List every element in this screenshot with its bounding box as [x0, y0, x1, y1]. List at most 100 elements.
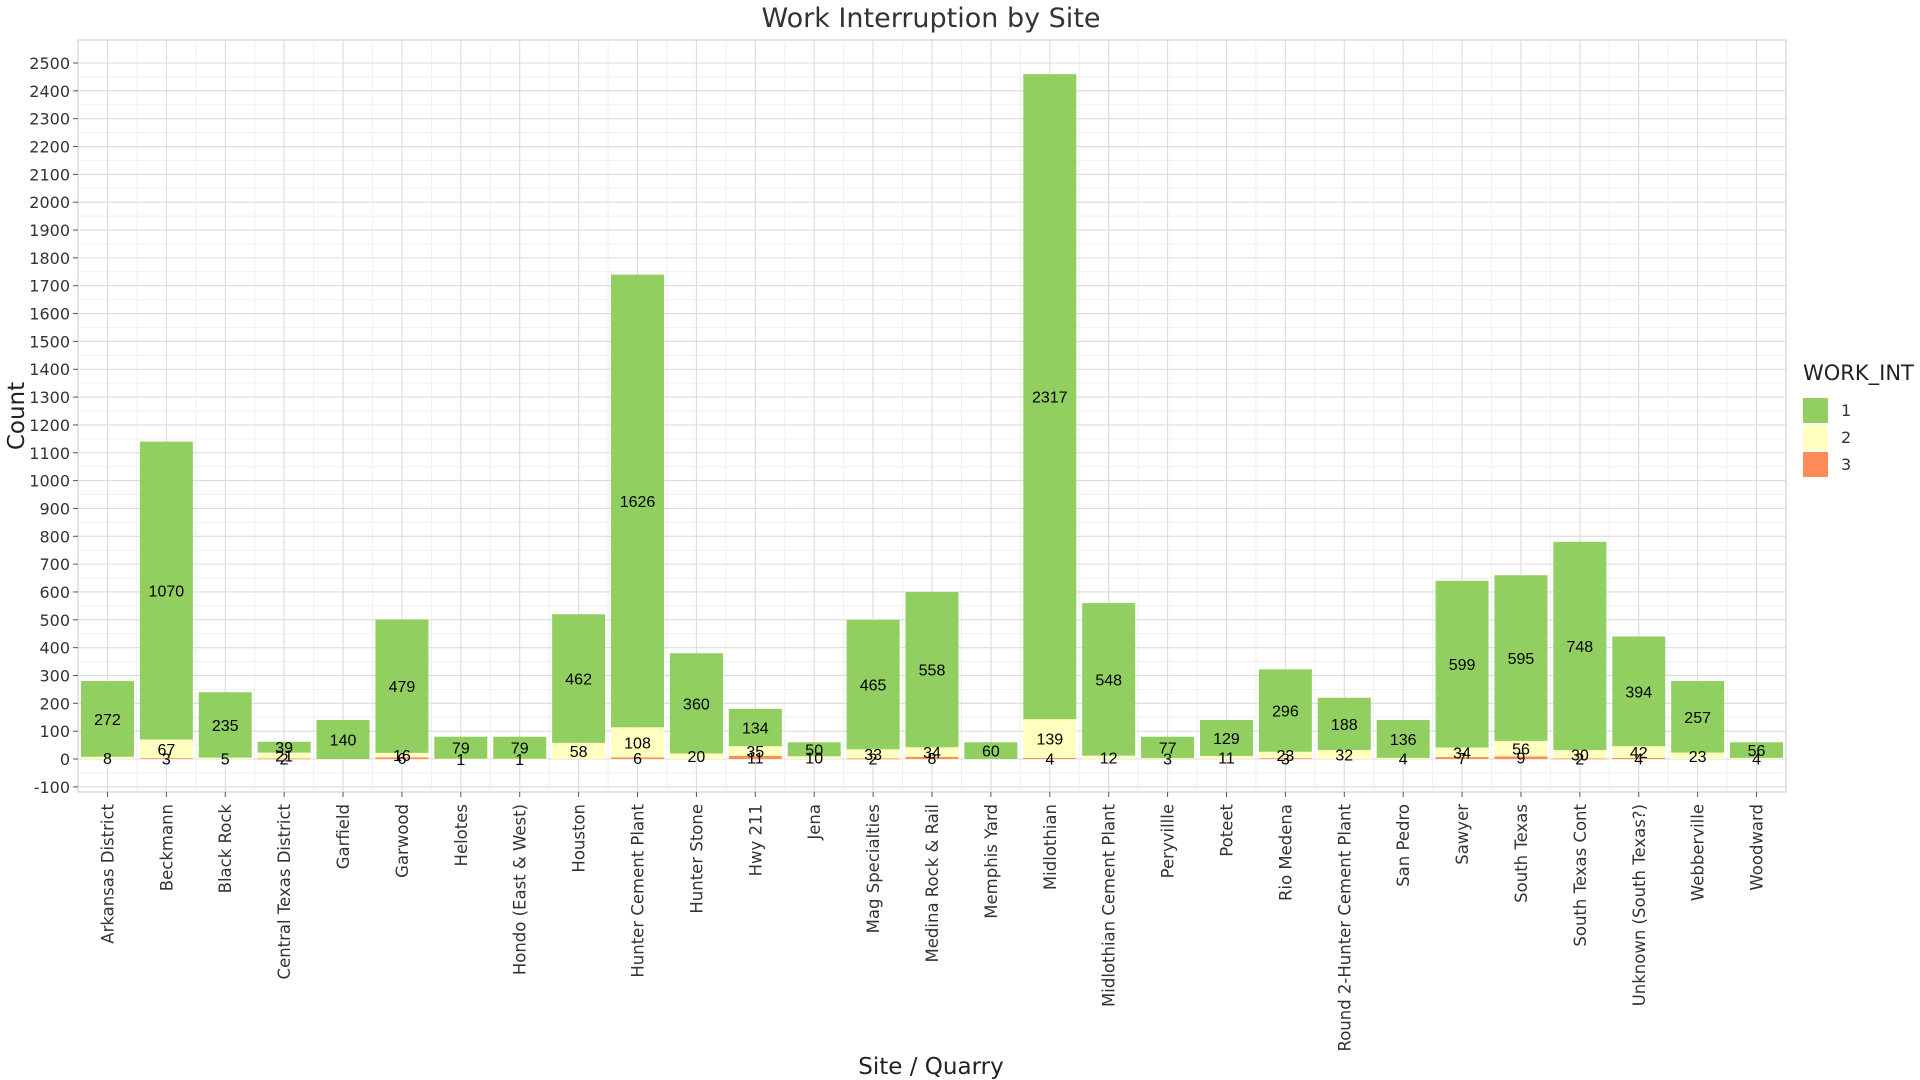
bar-segment: [728, 746, 782, 756]
bar-segment: [552, 742, 606, 759]
bar-segment: [434, 758, 488, 760]
x-axis-ticks: Arkansas District Beckmann Black Rock Centr…: [98, 792, 1767, 1052]
data-label: 56: [1748, 743, 1766, 760]
bar-segment: [1199, 720, 1253, 756]
data-label: 3: [162, 752, 171, 769]
data-label: 33: [864, 747, 882, 764]
x-tick-label: Poteet: [1217, 803, 1236, 856]
x-tick-label: Peryvillle: [1159, 804, 1178, 878]
legend-swatch: [1803, 452, 1828, 477]
data-label: 23: [1276, 748, 1294, 765]
x-tick-label: Garwood: [393, 804, 412, 878]
data-label: 748: [1567, 639, 1594, 656]
data-label: 50: [805, 742, 823, 759]
data-label: 12: [1100, 750, 1118, 767]
data-label: 188: [1331, 717, 1358, 734]
y-tick-label: 1200: [29, 416, 70, 435]
data-label: 3: [1163, 752, 1172, 769]
data-label: 4: [1634, 751, 1643, 768]
x-tick-label: Central Texas District: [275, 803, 294, 979]
data-label: 558: [919, 663, 946, 680]
legend-label: 3: [1841, 455, 1851, 474]
bar-segment: [1023, 74, 1077, 720]
bar-segment: [80, 681, 134, 757]
bar-segment: [669, 753, 723, 759]
x-tick-label: Unknown (South Texas?): [1630, 804, 1649, 1006]
data-label: 42: [1630, 745, 1648, 762]
data-label: 296: [1272, 704, 1299, 721]
bar-segment: [1553, 758, 1607, 760]
x-tick-label: Midlothian: [1041, 804, 1060, 890]
y-tick-label: 1000: [29, 472, 70, 491]
bar-segment: [1435, 757, 1489, 759]
y-tick-label: 1700: [29, 277, 70, 296]
y-tick-label: 1300: [29, 388, 70, 407]
data-label: 39: [275, 740, 293, 757]
y-tick-label: 900: [39, 499, 70, 518]
bar-segment: [1435, 580, 1489, 748]
data-label: 129: [1213, 731, 1240, 748]
data-label: 56: [1512, 742, 1530, 759]
y-tick-label: 1400: [29, 360, 70, 379]
bar-segment: [257, 741, 311, 753]
data-label: 23: [1689, 749, 1707, 766]
bar-segment: [434, 736, 488, 759]
x-tick-label: Hunter Stone: [687, 804, 706, 914]
data-label: 34: [923, 745, 941, 762]
bar-segment: [375, 619, 429, 753]
bar-segment: [846, 619, 900, 750]
y-tick-label: 800: [39, 527, 70, 546]
bar-segment: [1612, 636, 1666, 747]
x-tick-label: Houston: [570, 804, 589, 873]
data-label: 6: [633, 751, 642, 768]
data-label: 8: [928, 751, 937, 768]
legend: WORK_INT 1 2 3: [1803, 361, 1914, 477]
bar-segment: [1494, 756, 1548, 759]
data-label: 6: [397, 751, 406, 768]
data-label: 599: [1449, 657, 1476, 674]
bar-segment: [1258, 751, 1312, 759]
y-axis-ticks: -100 0 100 200 300 400 500 600 700 800 900 1000 1100…: [29, 54, 78, 797]
data-label: 140: [330, 733, 357, 750]
data-label: 360: [683, 696, 710, 713]
bar-segment: [905, 756, 959, 759]
bar-segment: [846, 749, 900, 759]
legend-label: 1: [1841, 401, 1851, 420]
bar-segment: [1494, 740, 1548, 757]
bar-segment: [257, 758, 311, 760]
bar-segment: [611, 757, 665, 759]
x-tick-label: Black Rock: [216, 804, 235, 894]
data-label: 1070: [149, 584, 185, 601]
bar-segment: [1376, 720, 1430, 758]
data-label: 79: [511, 741, 529, 758]
x-tick-label: Webberville: [1689, 804, 1708, 901]
data-label: 136: [1390, 732, 1417, 749]
data-label: 1: [456, 752, 465, 769]
bar-segment: [1730, 757, 1784, 759]
y-axis-title: Count: [4, 382, 30, 450]
data-label: 2: [869, 752, 878, 769]
x-tick-label: Woodward: [1748, 804, 1767, 891]
y-tick-label: 600: [39, 583, 70, 602]
data-label: 4: [1045, 751, 1054, 768]
x-tick-label: Garfield: [334, 804, 353, 869]
y-tick-label: 500: [39, 611, 70, 630]
bar-segment: [139, 758, 193, 759]
data-label: 11: [1218, 750, 1235, 767]
x-tick-label: Mag Specialties: [864, 804, 883, 933]
data-label: 10: [805, 751, 823, 768]
bar-segment: [1141, 736, 1195, 759]
y-tick-label: 100: [39, 722, 70, 741]
data-label: 3: [1281, 752, 1290, 769]
bar-segment: [1258, 669, 1312, 752]
bar-segment: [1376, 757, 1430, 759]
data-label: 8: [103, 751, 112, 768]
bar-segment: [493, 758, 547, 760]
y-tick-label: 1500: [29, 332, 70, 351]
legend-swatch: [1803, 398, 1828, 423]
y-tick-label: 1600: [29, 305, 70, 324]
x-axis-title: Site / Quarry: [858, 1054, 1003, 1080]
bar-segment: [1730, 742, 1784, 758]
bar-segment: [257, 752, 311, 759]
